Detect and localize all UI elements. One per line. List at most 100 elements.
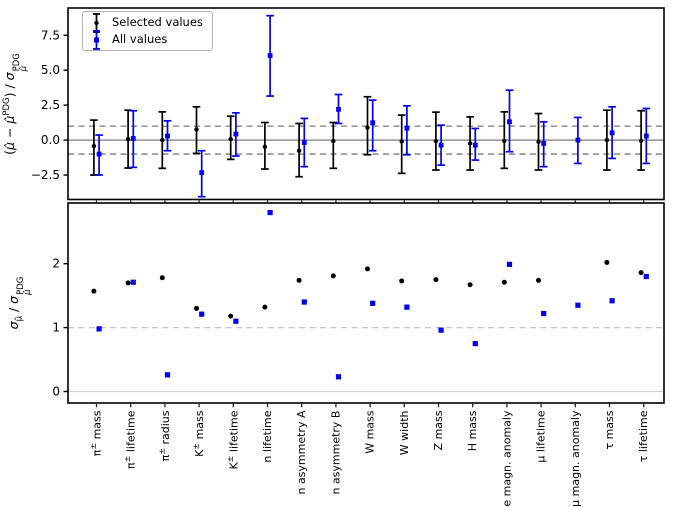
data-point-square (96, 151, 102, 157)
series-all-values (95, 14, 651, 198)
x-tick-label: Z mass (432, 410, 445, 450)
data-point-square (438, 142, 444, 148)
x-tick-label: τ lifetime (637, 410, 650, 462)
x-tick-label: H mass (466, 410, 479, 451)
y-tick-label: 0 (52, 384, 60, 398)
x-axis-labels: π± mass π± lifetime π± radius K± mass K± lif… (89, 410, 651, 507)
data-point-circle (638, 138, 644, 143)
data-point-square (609, 298, 615, 304)
y-tick-label: 7.5 (41, 28, 60, 42)
x-tick-label: W width (398, 410, 411, 455)
x-tick-label: π± radius (157, 410, 172, 461)
data-point-square (472, 340, 478, 347)
data-point-circle (262, 304, 268, 310)
data-point-square (96, 326, 102, 332)
data-point-circle (91, 288, 97, 294)
data-point-square (507, 119, 512, 125)
data-point-square (165, 133, 170, 139)
data-point-circle (502, 138, 507, 143)
x-tick-label: W mass (364, 410, 377, 454)
data-point-circle (228, 136, 233, 142)
data-point-square (267, 53, 273, 58)
data-point-circle (467, 141, 473, 146)
x-tick-label: π± lifetime (123, 410, 138, 469)
y-tick-label: 2.5 (41, 98, 60, 112)
data-point-square (301, 140, 307, 145)
data-point-square (267, 209, 273, 216)
top-ylabel: (μ̂ − μ̂PDG) / σ PDG μ̂ (1, 53, 30, 155)
data-point-circle (604, 259, 610, 265)
data-point-circle (536, 139, 541, 144)
x-tick-label: K± mass (191, 410, 206, 457)
x-tick-label: n asymmetry A (295, 410, 308, 494)
data-point-square (575, 137, 581, 143)
data-point-circle (194, 305, 199, 311)
data-point-circle (330, 273, 336, 279)
data-point-square (199, 311, 205, 317)
data-point-square (541, 310, 547, 317)
data-point-circle (536, 277, 541, 283)
data-point-circle (91, 143, 97, 149)
data-point-circle (501, 279, 507, 285)
y-tick-label: 1 (52, 321, 60, 335)
data-point-circle (365, 125, 370, 130)
data-point-square (643, 133, 649, 139)
data-point-circle (604, 137, 610, 143)
x-tick-label: μ magn. anomaly (569, 410, 582, 507)
data-point-circle (331, 138, 336, 144)
data-point-circle (467, 282, 473, 288)
data-point-square (370, 300, 376, 306)
data-point-circle (365, 266, 370, 272)
series-all-values-ratio (96, 209, 649, 380)
data-point-square (404, 304, 410, 310)
legend-item-selected-values: Selected values (90, 12, 203, 33)
y-tick-label: 2 (52, 257, 60, 271)
data-point-square (643, 273, 649, 280)
top-panel: −2.5 0.0 2.5 5.0 7.5 (31, 7, 665, 203)
y-tick-label: 0.0 (41, 133, 60, 147)
data-point-circle (125, 280, 131, 286)
legend: Selected values All values (82, 11, 213, 51)
legend-label-selected-values: Selected values (112, 15, 203, 29)
legend-label-all-values: All values (112, 32, 168, 46)
data-point-circle (296, 277, 302, 283)
x-tick-label: n asymmetry B (329, 411, 342, 495)
series-selected-values-ratio (91, 259, 644, 319)
data-point-square (609, 130, 615, 136)
bottom-panel: 0 1 2 (52, 202, 665, 408)
data-point-circle (296, 148, 302, 153)
x-tick-label: n lifetime (261, 410, 274, 462)
data-point-circle (262, 144, 268, 150)
y-tick-label: −2.5 (31, 168, 60, 182)
series-selected-values (90, 95, 645, 178)
data-point-square (335, 374, 342, 380)
axes-frame (67, 202, 665, 404)
data-point-square (301, 299, 307, 305)
data-point-circle (159, 275, 165, 281)
data-point-circle (194, 127, 199, 132)
ylabel-stack: PDG μ̂ (16, 276, 33, 295)
bottom-ylabel: σμ̂ / σ PDG μ̂ (6, 276, 33, 330)
data-point-square (164, 372, 171, 378)
data-point-square (233, 131, 239, 137)
data-point-square (506, 261, 513, 267)
data-point-circle (399, 278, 405, 284)
x-tick-label: μ lifetime (535, 410, 548, 462)
x-tick-label: K± lifetime (225, 410, 240, 469)
x-tick-label: τ mass (603, 410, 616, 449)
data-point-square (199, 170, 205, 176)
data-point-circle (228, 313, 234, 319)
data-point-square (233, 318, 239, 324)
y-tick-label: 5.0 (41, 63, 60, 77)
data-point-square (472, 142, 478, 148)
data-point-square (438, 327, 444, 333)
data-point-square (130, 136, 136, 141)
data-point-square (541, 141, 547, 146)
data-point-circle (160, 137, 165, 143)
data-point-square (130, 279, 136, 285)
legend-item-all-values: All values (90, 29, 203, 50)
data-point-square (336, 106, 341, 112)
data-point-circle (399, 139, 404, 144)
